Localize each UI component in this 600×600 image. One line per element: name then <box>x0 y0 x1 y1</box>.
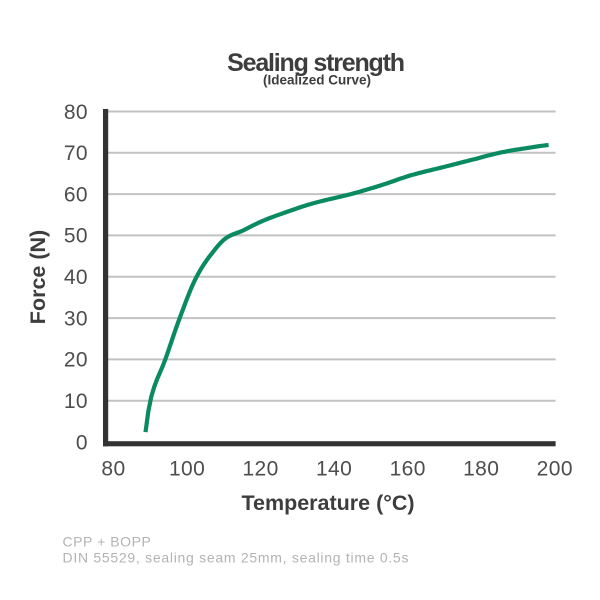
svg-text:80: 80 <box>64 101 88 124</box>
svg-text:10: 10 <box>64 390 88 413</box>
svg-text:30: 30 <box>64 307 88 330</box>
svg-text:60: 60 <box>64 183 88 206</box>
svg-text:160: 160 <box>390 458 426 481</box>
svg-text:80: 80 <box>101 458 125 481</box>
svg-text:0: 0 <box>76 431 88 454</box>
svg-text:Temperature (°C): Temperature (°C) <box>241 491 414 515</box>
svg-text:140: 140 <box>316 458 352 481</box>
svg-text:Force (N): Force (N) <box>26 230 50 324</box>
svg-text:200: 200 <box>537 458 573 481</box>
svg-text:(Idealized Curve): (Idealized Curve) <box>263 73 371 88</box>
svg-text:100: 100 <box>169 458 205 481</box>
svg-text:120: 120 <box>242 458 278 481</box>
svg-text:180: 180 <box>463 458 499 481</box>
svg-text:DIN 55529, sealing seam 25mm,: DIN 55529, sealing seam 25mm, sealing ti… <box>63 550 410 566</box>
svg-text:Sealing strength: Sealing strength <box>227 49 404 77</box>
svg-text:70: 70 <box>64 142 88 165</box>
svg-text:40: 40 <box>64 266 88 289</box>
svg-text:20: 20 <box>64 349 88 372</box>
svg-text:50: 50 <box>64 225 88 248</box>
svg-text:CPP + BOPP: CPP + BOPP <box>63 534 152 550</box>
